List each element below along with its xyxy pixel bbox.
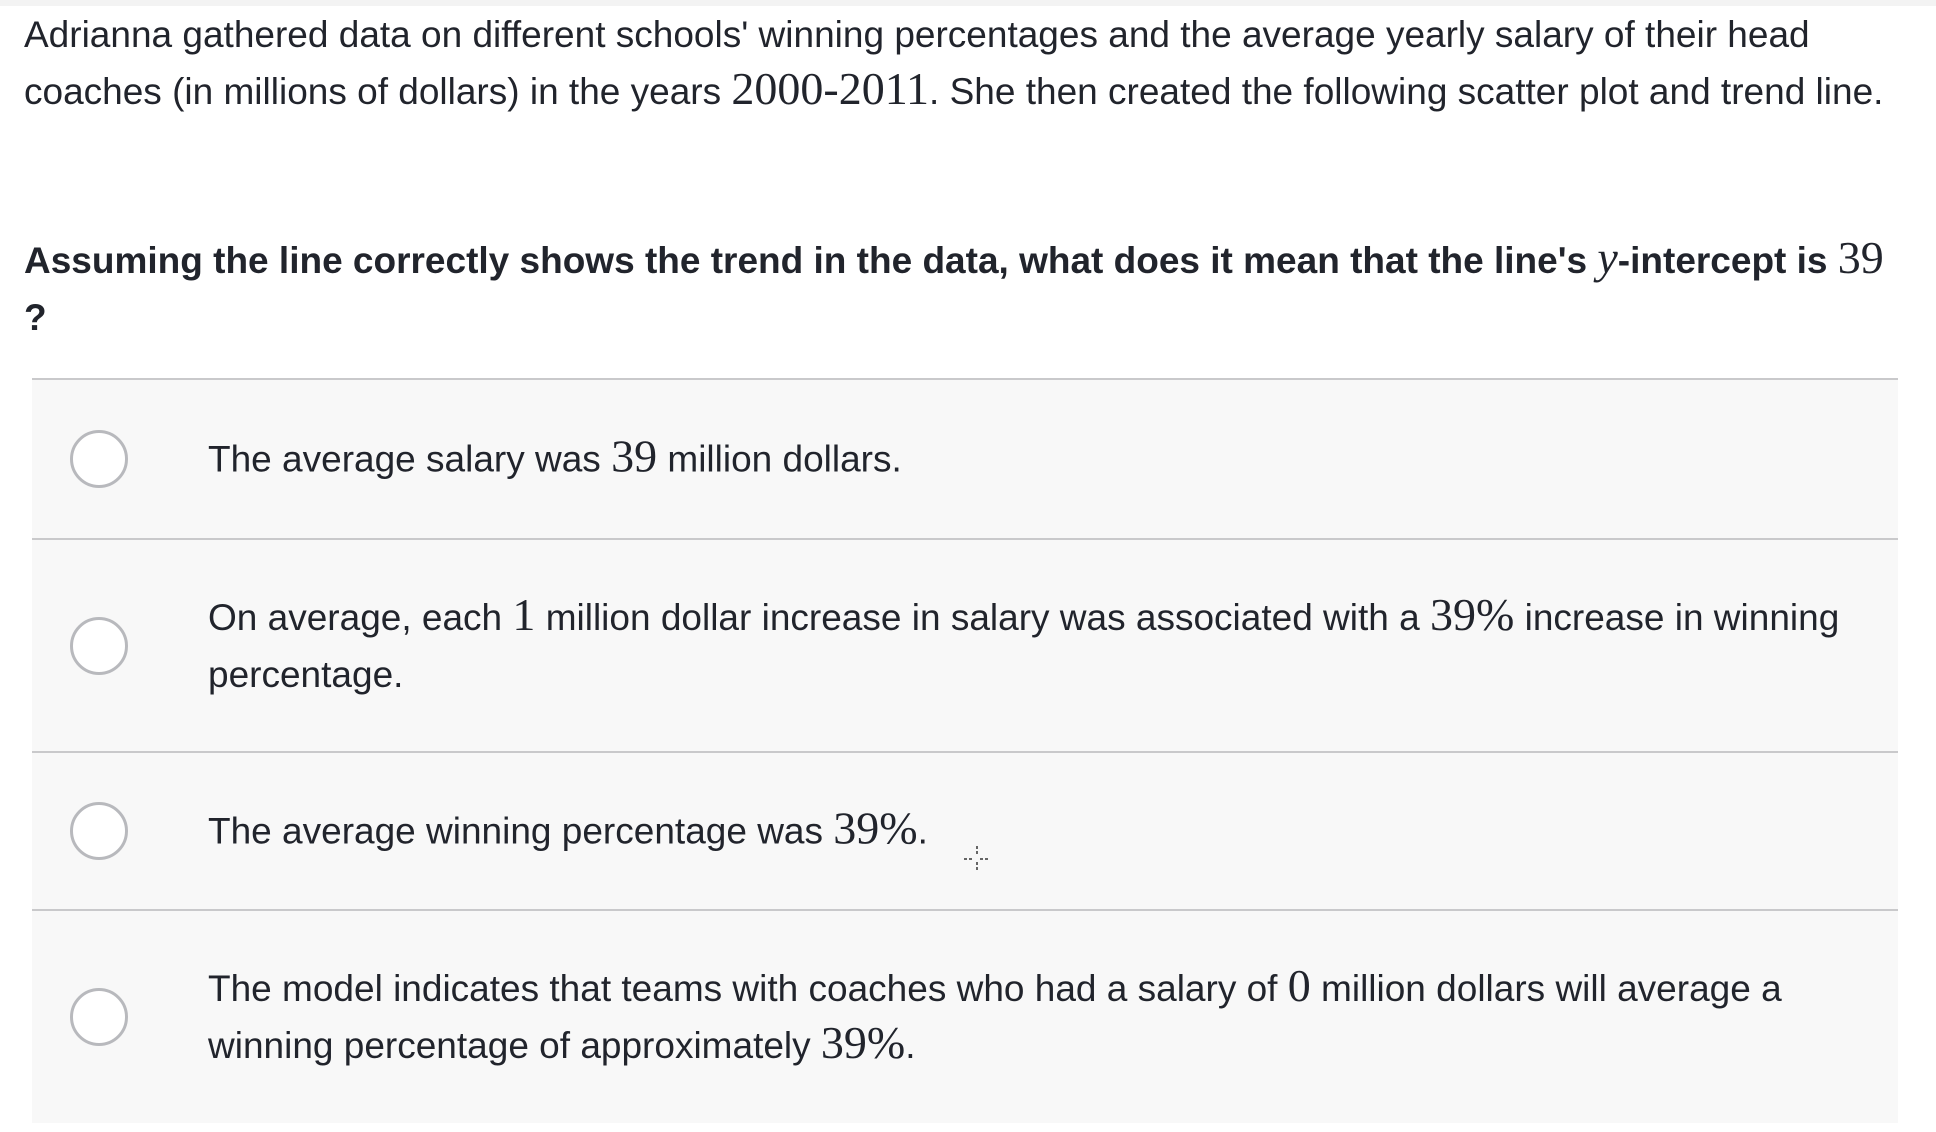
choice-2-text-end: increase in winning percentage. (208, 596, 1840, 695)
question-prompt: Assuming the line correctly shows the tr… (24, 232, 1914, 346)
choice-3-text-start: The average winning percentage was (208, 810, 834, 852)
choice-1-math: 39 (611, 430, 658, 482)
answer-choice-2[interactable]: On average, each 1 million dollar increa… (32, 540, 1898, 753)
top-bar (0, 0, 1936, 6)
choice-2-text-start: On average, each (208, 596, 513, 638)
radio-button-icon[interactable] (70, 616, 128, 675)
choice-4-text-middle: million dollars will average a winning p… (208, 968, 1782, 1066)
choice-2-math-2: 39% (1429, 588, 1515, 640)
choice-1-text-start: The average salary was (208, 438, 612, 480)
answer-choice-1[interactable]: The average salary was 39 million dollar… (32, 380, 1898, 540)
choice-4-math-2: 39% (820, 1017, 906, 1068)
radio-button-icon[interactable] (70, 802, 128, 860)
problem-statement: Adrianna gathered data on different scho… (24, 6, 1904, 120)
choice-3-text: The average winning percentage was 39%. (208, 803, 1858, 860)
intro-text-start: Adrianna gathered data on different scho… (24, 14, 1810, 112)
choice-4-text: The model indicates that teams with coac… (208, 960, 1858, 1074)
answer-choice-4[interactable]: The model indicates that teams with coac… (32, 911, 1898, 1123)
choice-4-text-end: . (905, 1025, 916, 1066)
question-mark: ? (24, 297, 47, 338)
question-variable: y (1597, 232, 1618, 283)
answer-choices: The average salary was 39 million dollar… (32, 378, 1898, 1123)
choice-4-text-start: The model indicates that teams with coac… (208, 968, 1288, 1009)
crosshair-cursor-icon (964, 846, 990, 872)
intro-years: 2000-2011 (731, 63, 930, 114)
choice-2-math-1: 1 (512, 588, 536, 640)
question-value: 39 (1837, 232, 1884, 283)
choice-3-math: 39% (833, 802, 918, 854)
choice-4-math-1: 0 (1287, 960, 1311, 1011)
answer-choice-3[interactable]: The average winning percentage was 39%. (32, 753, 1898, 911)
radio-button-icon[interactable] (70, 988, 128, 1046)
intro-text-end: . She then created the following scatter… (929, 71, 1884, 112)
choice-1-text-end: million dollars. (657, 438, 902, 480)
choice-2-text-middle: million dollar increase in salary was as… (535, 596, 1430, 638)
problem-text: Adrianna gathered data on different scho… (24, 6, 1904, 120)
question-text-start: Assuming the line correctly shows the tr… (24, 240, 1598, 281)
choice-3-text-end: . (917, 810, 928, 852)
choice-1-text: The average salary was 39 million dollar… (208, 431, 1858, 488)
question-text-middle: -intercept is (1617, 240, 1838, 281)
radio-button-icon[interactable] (70, 430, 128, 488)
choice-2-text: On average, each 1 million dollar increa… (208, 589, 1858, 703)
